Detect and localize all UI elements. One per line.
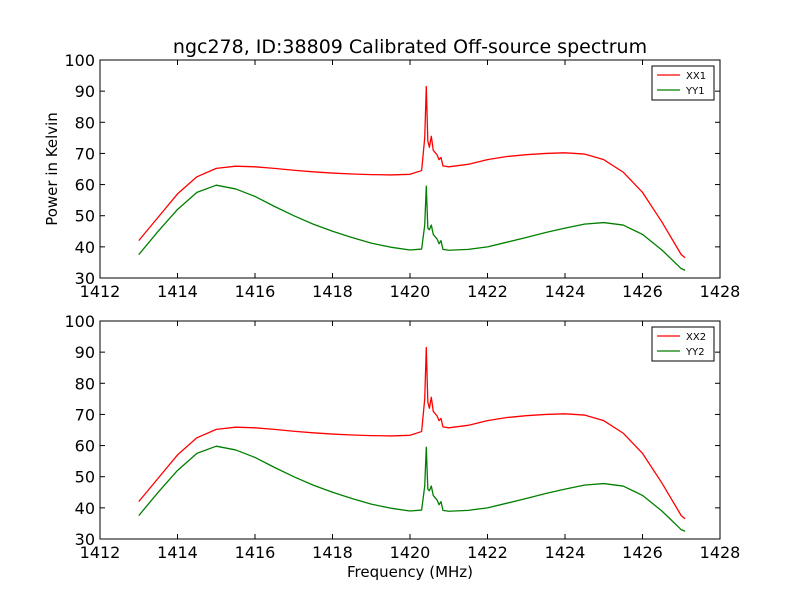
- y-tick-label: 90: [75, 82, 95, 101]
- series-line-xx1: [138, 85, 686, 259]
- y-tick-label: 80: [75, 113, 95, 132]
- y-tick-label: 60: [75, 437, 95, 456]
- x-tick-label: 1428: [700, 543, 741, 562]
- x-tick-label: 1426: [622, 543, 663, 562]
- x-tick-label: 1420: [390, 282, 431, 301]
- x-tick-label: 1418: [312, 543, 353, 562]
- axes-frame: [99, 59, 721, 279]
- legend-label-xx1: XX1: [686, 71, 706, 82]
- y-tick-label: 30: [75, 269, 95, 288]
- series-line-yy1: [138, 184, 686, 271]
- y-tick-label: 100: [64, 51, 95, 70]
- y-tick-label: 50: [75, 468, 95, 487]
- y-tick-label: 90: [75, 343, 95, 362]
- legend-box: [651, 326, 715, 362]
- bottom-panel: 1412 1414 1416 1418 1420 1422 1424 1426 1428 30 40…: [64, 312, 740, 562]
- series-line-yy2: [138, 445, 686, 532]
- legend-label-yy1: YY1: [685, 86, 705, 97]
- legend-box: [651, 65, 715, 101]
- y-tick-label: 80: [75, 374, 95, 393]
- x-tick-label: 1414: [157, 543, 198, 562]
- x-tick-label: 1424: [545, 543, 586, 562]
- x-tick-label: 1414: [157, 282, 198, 301]
- axes-frame: [99, 320, 721, 540]
- x-tick-label: 1412: [80, 282, 121, 301]
- legend-label-xx2: XX2: [686, 332, 706, 343]
- x-tick-label: 1424: [545, 282, 586, 301]
- x-tick-label: 1416: [235, 543, 276, 562]
- x-tick-label: 1422: [467, 282, 508, 301]
- legend-label-yy2: YY2: [685, 347, 705, 358]
- y-tick-label: 30: [75, 530, 95, 549]
- y-tick-label: 70: [75, 144, 95, 163]
- chart-title: ngc278, ID:38809 Calibrated Off-source s…: [173, 36, 647, 58]
- x-tick-label: 1420: [390, 543, 431, 562]
- x-tick-label: 1426: [622, 282, 663, 301]
- y-tick-label: 70: [75, 405, 95, 424]
- y-tick-label: 100: [64, 312, 95, 331]
- y-tick-label: 60: [75, 176, 95, 195]
- x-axis-label: Frequency (MHz): [347, 563, 473, 581]
- series-line-xx2: [138, 346, 686, 520]
- top-panel: 1412 1414 1416 1418 1420 1422 1424 1426 1428 30 40…: [64, 51, 740, 301]
- x-tick-label: 1412: [80, 543, 121, 562]
- y-tick-label: 50: [75, 207, 95, 226]
- x-tick-label: 1418: [312, 282, 353, 301]
- y-axis-label: Power in Kelvin: [43, 112, 61, 226]
- x-tick-label: 1422: [467, 543, 508, 562]
- y-tick-label: 40: [75, 499, 95, 518]
- x-tick-label: 1416: [235, 282, 276, 301]
- y-tick-label: 40: [75, 238, 95, 257]
- x-tick-label: 1428: [700, 282, 741, 301]
